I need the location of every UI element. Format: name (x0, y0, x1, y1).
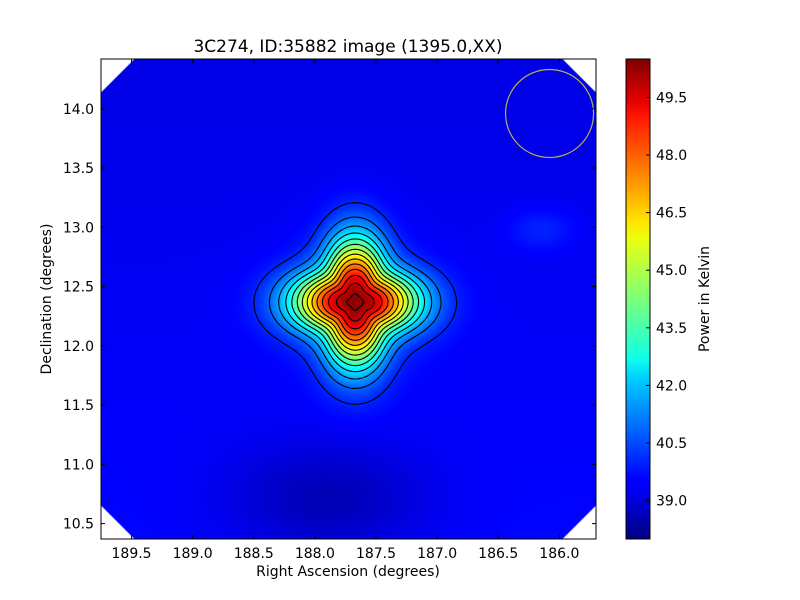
x-tick-label: 186.0 (539, 546, 579, 562)
colorbar-gradient (625, 58, 651, 540)
colorbar: 39.0 40.5 42.0 43.5 45.0 46.5 48.0 49.5 Power i… (625, 58, 713, 540)
contour-line (306, 253, 404, 351)
contour-line (296, 243, 414, 361)
beam-layer (504, 68, 595, 159)
contour-line (253, 202, 458, 405)
y-axis: 10.5 11.0 11.5 12.0 12.5 13.0 13.5 14.0 (63, 102, 596, 533)
x-tick-label: 189.0 (173, 546, 213, 562)
contour-line (327, 274, 383, 330)
contour-line (301, 248, 409, 356)
x-tick-label: 186.5 (478, 546, 518, 562)
x-tick-label: 189.5 (112, 546, 152, 562)
x-tick-label: 187.5 (356, 546, 396, 562)
y-tick-label: 13.0 (63, 220, 94, 236)
y-tick-label: 10.5 (63, 517, 94, 533)
x-axis: 189.5 189.0 188.5 188.0 187.5 187.0 186.5 186.0 (112, 59, 579, 562)
colorbar-tick-label: 40.5 (656, 436, 687, 452)
contour-line (311, 258, 399, 346)
contour-line (285, 232, 426, 373)
y-tick-label: 11.5 (63, 398, 94, 414)
colorbar-tick-label: 49.5 (656, 90, 687, 106)
colorbar-ticks: 39.0 40.5 42.0 43.5 45.0 46.5 48.0 49.5 (646, 90, 687, 510)
chart-title: 3C274, ID:35882 image (1395.0,XX) (193, 37, 502, 57)
contour-line (316, 263, 394, 341)
contour-line (321, 268, 389, 336)
contour-line (346, 293, 365, 312)
colorbar-tick-label: 39.0 (656, 494, 687, 510)
contour-line (291, 238, 420, 367)
plot-frame (100, 58, 597, 540)
contour-lines (253, 202, 458, 405)
x-tick-label: 188.5 (234, 546, 274, 562)
beam-circle (504, 68, 595, 159)
y-tick-label: 12.0 (63, 339, 94, 355)
colorbar-tick-label: 43.5 (656, 321, 687, 337)
x-tick-label: 188.0 (295, 546, 335, 562)
colorbar-tick-label: 45.0 (656, 263, 687, 279)
y-tick-label: 12.5 (63, 280, 94, 296)
colorbar-tick-label: 46.5 (656, 206, 687, 222)
y-tick-label: 13.5 (63, 161, 94, 177)
colorbar-tick-label: 42.0 (656, 378, 687, 394)
plot-area: 189.5 189.0 188.5 188.0 187.5 187.0 186.5 186.0… (63, 58, 597, 562)
y-axis-label: Declination (degrees) (39, 224, 55, 375)
contour-line (268, 216, 442, 389)
x-axis-label: Right Ascension (degrees) (256, 564, 440, 580)
y-tick-label: 11.0 (63, 457, 94, 473)
colorbar-label: Power in Kelvin (697, 246, 713, 352)
colorbar-tick-label: 48.0 (656, 148, 687, 164)
x-tick-label: 187.0 (417, 546, 457, 562)
contour-line (335, 282, 375, 322)
y-tick-label: 14.0 (63, 102, 94, 118)
contour-line (278, 225, 433, 380)
